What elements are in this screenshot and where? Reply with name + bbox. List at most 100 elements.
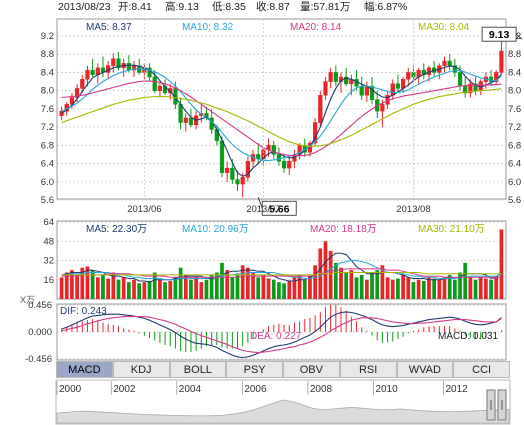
annotation-leader [257, 197, 263, 209]
price-grid [57, 35, 506, 201]
volume-bar [209, 274, 214, 299]
price-legend: MA5: 8.37 MA10: 8.32 MA20: 8.14 MA30: 8.… [86, 22, 470, 33]
volume-bar [489, 279, 493, 299]
annotation-label: 9.13 [489, 29, 510, 41]
tab-macd[interactable]: MACD [56, 361, 113, 378]
tab-psy[interactable]: PSY [226, 361, 283, 378]
volume-bar [313, 265, 317, 299]
volume-bar [132, 279, 136, 299]
macd-histogram [61, 304, 502, 353]
volume-bar [106, 278, 111, 299]
volume-ma30-line [61, 272, 502, 276]
price-ytick-left: 5.6 [41, 195, 54, 206]
overview-xtick: 2008 [310, 384, 333, 395]
volume-bars [59, 229, 504, 299]
volume-bar [494, 276, 499, 299]
volume-ma5-line [61, 252, 502, 283]
volume-bar [437, 279, 442, 299]
price-annotations: 9.13 5.66 [257, 26, 523, 216]
overview-scroll-handle[interactable] [486, 389, 507, 421]
volume-bar [370, 272, 374, 299]
candle-body [85, 69, 90, 80]
volume-bar [432, 278, 437, 299]
candle-body [168, 88, 173, 94]
candle-body [328, 72, 333, 82]
annotation-box [261, 200, 297, 216]
candle-body [235, 179, 240, 185]
header-close: 收:8.87 [256, 0, 290, 13]
vol-legend-ma5: MA5: 22.30万 [86, 224, 147, 235]
overview-xtick: 2004 [179, 384, 202, 395]
volume-ma-lines [61, 252, 502, 283]
volume-bar [194, 277, 198, 299]
macd-ytick: 0.000 [28, 327, 52, 338]
price-ytick-right: 6.8 [508, 140, 521, 151]
vol-legend-ma30: MA30: 21.10万 [418, 224, 485, 235]
overview-xtick: 2002 [113, 384, 136, 395]
price-xtick: 2013/07 [246, 204, 280, 215]
tab-wvad[interactable]: WVAD [396, 361, 454, 378]
volume-bar [178, 267, 183, 299]
vol-legend-ma10: MA10: 20.96万 [182, 224, 249, 235]
volume-bar [339, 267, 343, 299]
tab-rsi[interactable]: RSI [339, 361, 397, 378]
volume-panel-frame [56, 220, 507, 300]
overview-area [56, 399, 510, 424]
volume-ytick: 48 [43, 236, 54, 247]
volume-bar [390, 279, 395, 299]
candle-body [318, 94, 323, 123]
volume-bar [287, 280, 292, 299]
header-volume: 量:57.81万 [300, 1, 350, 13]
volume-bar [292, 277, 297, 299]
candle-body [240, 176, 245, 185]
candle-body [457, 72, 463, 87]
candle-body [245, 161, 250, 178]
volume-bar [137, 283, 142, 299]
volume-bar [95, 277, 100, 299]
volume-bar [473, 279, 478, 299]
legend-ma5: MA5: 8.37 [86, 22, 132, 33]
volume-bar [116, 279, 121, 299]
price-ma30-line [61, 88, 502, 147]
candle-body [188, 117, 194, 126]
price-x-axis: 2013/06 2013/07 2013/08 [127, 19, 431, 215]
macd-legend-dea: DEA: 0.227 [250, 331, 302, 342]
price-ytick-left: 8.4 [41, 67, 54, 78]
price-ytick-left: 6.8 [41, 140, 54, 151]
volume-grid [57, 221, 506, 281]
tab-boll[interactable]: BOLL [169, 361, 227, 378]
volume-bar [142, 282, 147, 299]
legend-ma10: MA10: 8.32 [182, 22, 234, 33]
volume-bar [484, 278, 488, 299]
volume-bar [256, 277, 261, 299]
candle-body [499, 50, 504, 73]
macd-legend: DIF: 0.243 DEA: 0.227 MACD: 0.031 [60, 306, 498, 342]
volume-bar [90, 270, 95, 299]
candle-body [369, 85, 375, 101]
macd-ytick: 0.456 [28, 300, 52, 311]
tab-kdj[interactable]: KDJ [112, 361, 170, 378]
price-y-axis-left: 9.2 8.8 8.4 8.0 7.6 7.2 6.8 6.4 6.0 5.6 [41, 31, 54, 206]
price-ytick-left: 8.8 [41, 49, 54, 60]
price-ytick-left: 7.6 [41, 104, 54, 115]
volume-bar [385, 277, 390, 299]
price-ytick-right: 8.4 [508, 67, 521, 78]
macd-lines [61, 311, 502, 359]
volume-bar [427, 277, 431, 299]
volume-bar [277, 282, 281, 299]
candle-body [157, 85, 163, 91]
volume-bar [349, 270, 354, 299]
volume-bar [168, 280, 173, 299]
volume-y-axis: 64 48 32 16 [43, 217, 54, 286]
candle-body [152, 76, 157, 91]
candle-body [333, 72, 338, 82]
volume-bar [173, 277, 178, 299]
legend-ma20: MA20: 8.14 [290, 22, 342, 33]
tab-obv[interactable]: OBV [283, 361, 340, 378]
candle-body [488, 76, 494, 82]
volume-bar [183, 274, 188, 299]
volume-bar [328, 250, 333, 299]
tab-cci[interactable]: CCI [453, 361, 510, 378]
volume-bar [158, 279, 162, 299]
overview-area-path [56, 399, 510, 424]
